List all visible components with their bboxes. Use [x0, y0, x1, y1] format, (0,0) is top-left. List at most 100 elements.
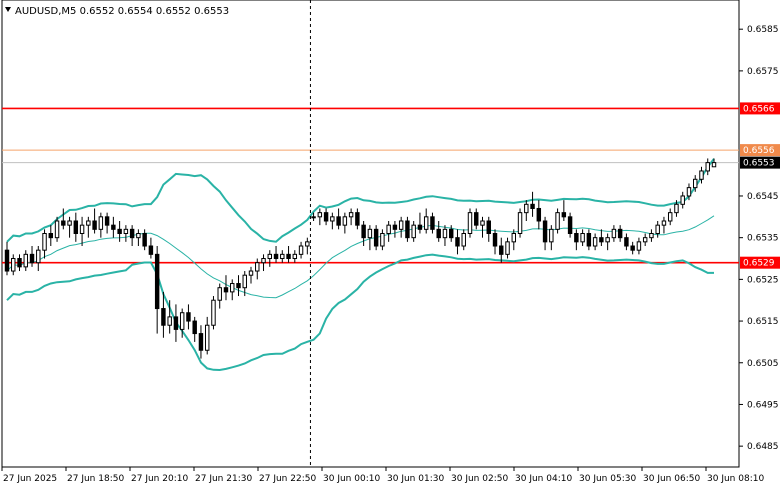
- candle: [561, 200, 567, 221]
- bollinger-lower-band: [6, 253, 714, 372]
- candle: [336, 208, 341, 230]
- candle: [611, 225, 617, 242]
- x-tick-label: 30 Jun 06:50: [643, 474, 700, 484]
- candle: [92, 208, 97, 234]
- candle: [380, 229, 385, 251]
- candle: [17, 254, 22, 272]
- x-tick-label: 30 Jun 01:30: [387, 474, 444, 484]
- candle: [173, 304, 179, 342]
- candle: [580, 229, 585, 247]
- candle: [655, 220, 660, 238]
- x-tick-label: 27 Jun 18:50: [67, 474, 124, 484]
- candle: [367, 225, 373, 251]
- y-tick-label: 0.6535: [747, 234, 779, 244]
- candle: [699, 166, 704, 184]
- candle: [361, 220, 366, 247]
- candle: [574, 229, 579, 251]
- x-tick-label: 27 Jun 2025: [3, 474, 57, 484]
- candle: [511, 229, 517, 251]
- candle: [355, 208, 360, 230]
- candle: [223, 275, 229, 301]
- candle: [417, 212, 423, 234]
- candle: [461, 229, 466, 251]
- candle: [373, 225, 379, 251]
- candle: [480, 216, 485, 238]
- candle: [111, 216, 116, 238]
- candle: [617, 225, 623, 242]
- bollinger-middle-band: [6, 215, 715, 299]
- candle: [167, 300, 172, 334]
- candle: [179, 308, 185, 338]
- candle: [542, 216, 548, 251]
- y-tick-label: 0.6545: [747, 192, 779, 202]
- candle: [680, 191, 685, 209]
- y-tick-label: 0.6575: [747, 67, 779, 77]
- candle: [442, 225, 448, 247]
- candle: [323, 208, 329, 226]
- price-level-tag: [740, 144, 780, 157]
- candle: [642, 233, 648, 247]
- candle: [467, 208, 473, 238]
- candle: [79, 216, 85, 247]
- candle: [605, 233, 610, 251]
- candle: [392, 220, 398, 238]
- candle: [123, 225, 129, 242]
- candle: [423, 208, 429, 234]
- x-tick-label: 27 Jun 21:30: [195, 474, 252, 484]
- candle: [261, 254, 266, 272]
- candle: [198, 325, 204, 359]
- candle: [505, 237, 510, 259]
- candle: [148, 237, 154, 259]
- candle: [248, 266, 254, 284]
- x-tick-label: 27 Jun 20:10: [131, 474, 188, 484]
- candle: [236, 275, 241, 297]
- candle: [492, 229, 498, 255]
- candle: [348, 208, 354, 226]
- plot-frame: [1, 0, 740, 468]
- bollinger-upper-band: [6, 158, 715, 243]
- candle: [73, 212, 79, 242]
- candle: [286, 246, 291, 263]
- x-tick-label: 30 Jun 05:30: [579, 474, 636, 484]
- candle: [599, 229, 604, 247]
- candle: [67, 216, 72, 238]
- candle: [211, 296, 216, 330]
- candle: [386, 220, 391, 242]
- candle: [667, 208, 673, 226]
- candle: [136, 229, 141, 247]
- candle: [486, 216, 491, 242]
- candle: [273, 246, 279, 263]
- candle: [455, 229, 460, 255]
- candle: [536, 200, 542, 230]
- candle: [705, 158, 710, 176]
- x-tick-label: 30 Jun 02:50: [451, 474, 508, 484]
- candle: [586, 229, 592, 251]
- candle: [230, 279, 235, 301]
- candle: [674, 200, 679, 217]
- candle: [267, 250, 272, 267]
- candle: [104, 212, 110, 234]
- candle: [36, 246, 41, 272]
- candle: [342, 212, 348, 234]
- y-tick-label: 0.6515: [747, 317, 779, 327]
- candle: [649, 229, 654, 242]
- chart-header-symbol: AUDUSD,M5 0.6552 0.6554 0.6552 0.6553: [15, 6, 229, 17]
- price-level-tag: [740, 102, 780, 115]
- current-price-label: 0.6553: [743, 159, 775, 169]
- candle: [280, 250, 285, 263]
- candle: [242, 271, 247, 297]
- candle: [398, 216, 404, 238]
- candle: [186, 304, 191, 330]
- candle: [555, 208, 560, 234]
- candle: [255, 258, 260, 280]
- y-tick-label: 0.6495: [747, 400, 779, 410]
- x-tick-label: 27 Jun 22:50: [259, 474, 316, 484]
- chart-menu-triangle-icon[interactable]: [5, 7, 11, 12]
- candle: [117, 220, 122, 242]
- price-level-label: 0.6556: [743, 146, 775, 156]
- candle: [436, 220, 441, 242]
- candle: [530, 191, 535, 217]
- candle: [499, 237, 504, 263]
